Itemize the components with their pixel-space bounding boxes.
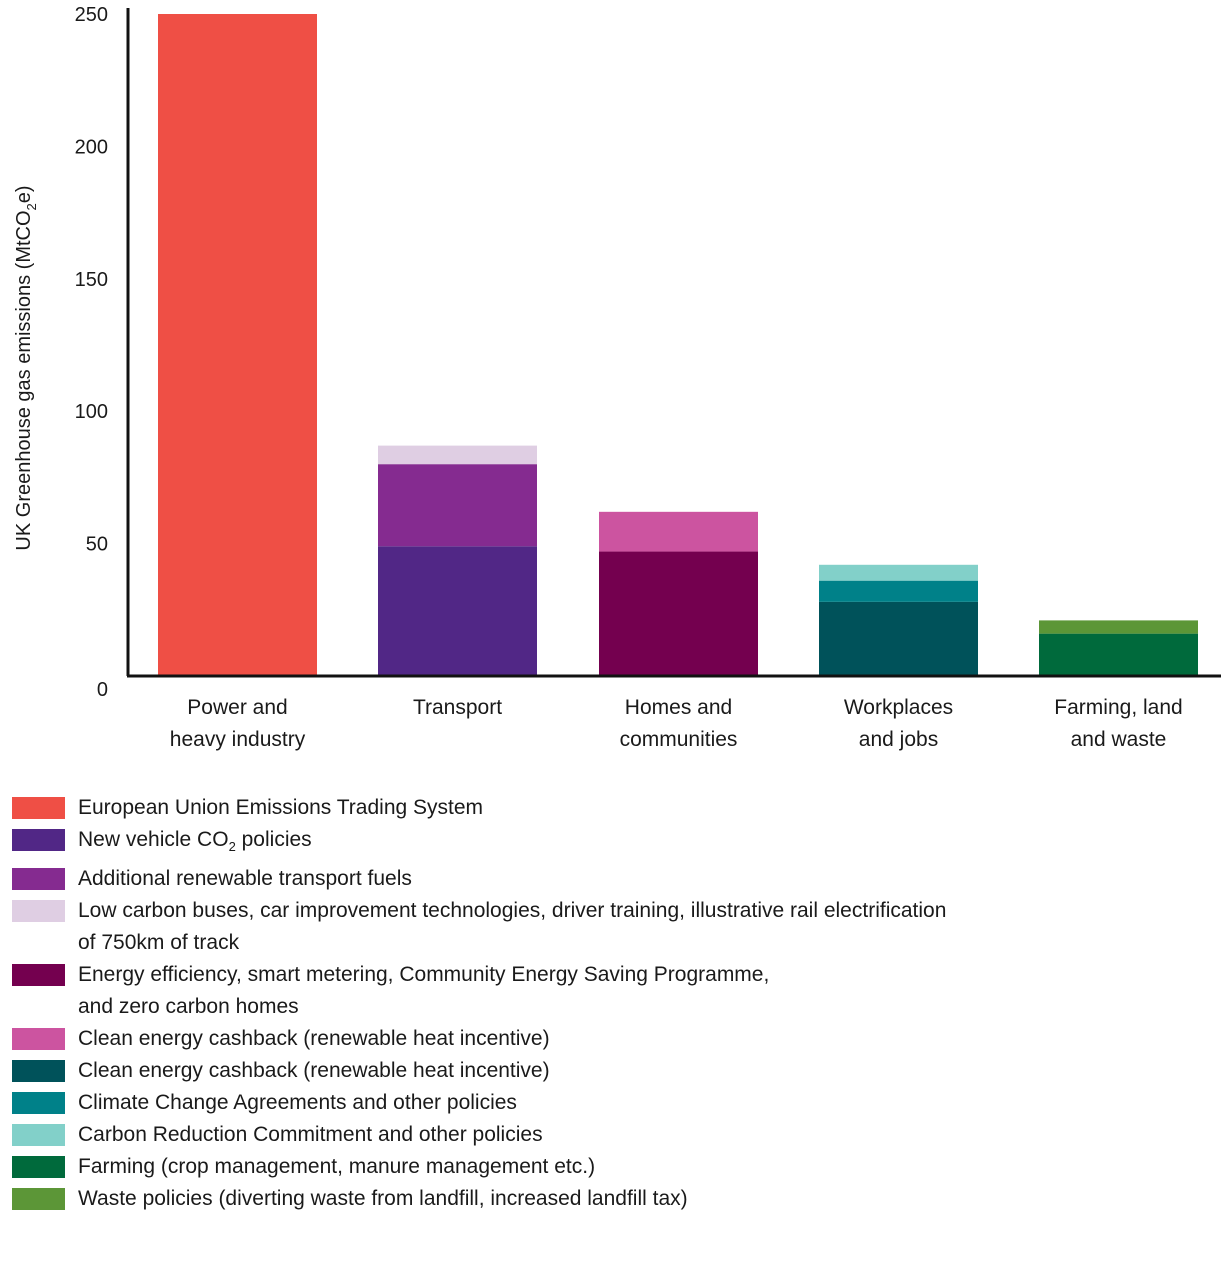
bar-segment	[378, 445, 537, 465]
bar-segment	[599, 511, 758, 552]
legend-swatch	[12, 1156, 65, 1179]
bar-segment	[378, 464, 537, 547]
y-tick-label: 100	[75, 401, 108, 423]
legend-label: Additional renewable transport fuels	[78, 867, 412, 891]
legend-label: Low carbon buses, car improvement techno…	[78, 899, 947, 955]
legend-label: European Union Emissions Trading System	[78, 796, 484, 819]
bar-segment	[1039, 633, 1198, 676]
category-label: Transport	[413, 696, 502, 719]
category-label: Farming, land and waste	[1054, 696, 1182, 751]
legend-swatch	[12, 1028, 65, 1051]
legend-item: Low carbon buses, car improvement techno…	[12, 895, 1212, 959]
legend-item: Climate Change Agreements and other poli…	[12, 1087, 1212, 1119]
legend-swatch	[12, 1092, 65, 1115]
legend-item: Energy efficiency, smart metering, Commu…	[12, 959, 1212, 1023]
bar-segment	[158, 14, 317, 676]
category-label: Homes and communities	[620, 696, 738, 751]
legend-item: Waste policies (diverting waste from lan…	[12, 1183, 1212, 1215]
y-tick-label: 200	[75, 136, 108, 158]
bar-segment	[378, 546, 537, 676]
legend-item: New vehicle CO2 policies	[12, 824, 1212, 863]
legend-swatch	[12, 1188, 65, 1211]
y-tick-label: 0	[97, 679, 108, 701]
legend-swatch	[12, 797, 65, 819]
legend-label: Farming (crop management, manure managem…	[78, 1155, 596, 1179]
legend-label: New vehicle CO2 policies	[78, 828, 312, 855]
bar-segment	[819, 580, 978, 602]
legend-label: Energy efficiency, smart metering, Commu…	[78, 963, 770, 1019]
y-axis-label: UK Greenhouse gas emissions (MtCO2e)	[13, 185, 39, 550]
legend-item: Additional renewable transport fuels	[12, 863, 1212, 895]
legend-swatch	[12, 829, 65, 851]
y-tick-label: 250	[75, 4, 108, 26]
legend-label: Clean energy cashback (renewable heat in…	[78, 1059, 550, 1083]
legend-label: Waste policies (diverting waste from lan…	[78, 1187, 688, 1211]
legend-item: European Union Emissions Trading System	[12, 792, 1212, 824]
legend-item: Carbon Reduction Commitment and other po…	[12, 1119, 1212, 1151]
bar-segment	[1039, 620, 1198, 634]
category-label: Workplaces and jobs	[844, 696, 953, 751]
x-axis-labels: Power and heavy industry Transport Homes an…	[170, 696, 1183, 751]
legend-swatch	[12, 1124, 65, 1147]
category-label: Power and heavy industry	[170, 696, 306, 751]
bars-group	[158, 14, 1198, 676]
legend-item: Clean energy cashback (renewable heat in…	[12, 1023, 1212, 1055]
legend-swatch	[12, 964, 65, 987]
legend-label: Clean energy cashback (renewable heat in…	[78, 1027, 550, 1051]
legend-swatch	[12, 1060, 65, 1083]
legend-item: Clean energy cashback (renewable heat in…	[12, 1055, 1212, 1087]
legend-swatch	[12, 868, 65, 891]
legend-item: Farming (crop management, manure managem…	[12, 1151, 1212, 1183]
bar-segment	[599, 551, 758, 676]
y-tick-label: 50	[86, 534, 108, 556]
legend-label: Climate Change Agreements and other poli…	[78, 1091, 517, 1115]
legend-swatch	[12, 900, 65, 923]
chart: 0 50 100 150 200 250 Power and heavy industry T…	[13, 4, 1221, 751]
legend-label: Carbon Reduction Commitment and other po…	[78, 1123, 543, 1147]
bar-segment	[819, 601, 978, 676]
y-tick-label: 150	[75, 269, 108, 291]
y-axis-ticks: 0 50 100 150 200 250	[75, 4, 108, 701]
legend: European Union Emissions Trading System N…	[12, 792, 1212, 1215]
bar-segment	[819, 564, 978, 581]
